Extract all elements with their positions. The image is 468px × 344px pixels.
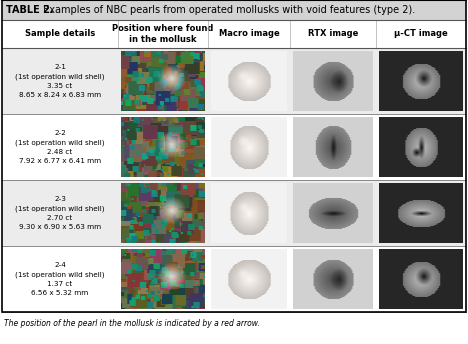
Text: Examples of NBC pearls from operated mollusks with void features (type 2).: Examples of NBC pearls from operated mol…	[40, 5, 415, 15]
Text: TABLE 2.: TABLE 2.	[6, 5, 54, 15]
Bar	[2, 246, 466, 312]
Text: 2-3
(1st operation wild shell)
2.70 ct
9.30 x 6.90 x 5.63 mm: 2-3 (1st operation wild shell) 2.70 ct 9…	[15, 196, 105, 230]
Text: 2-2
(1st operation wild shell)
2.48 ct
7.92 x 6.77 x 6.41 mm: 2-2 (1st operation wild shell) 2.48 ct 7…	[15, 130, 105, 164]
Text: Position where found
in the mollusk: Position where found in the mollusk	[112, 24, 214, 44]
Text: Macro image: Macro image	[219, 30, 279, 39]
Bar	[2, 180, 466, 246]
Text: μ-CT image: μ-CT image	[394, 30, 448, 39]
Text: The position of the pearl in the mollusk is indicated by a red arrow.: The position of the pearl in the mollusk…	[4, 319, 260, 327]
Text: RTX image: RTX image	[308, 30, 358, 39]
Bar	[2, 114, 466, 180]
Text: Sample details: Sample details	[25, 30, 95, 39]
Bar	[2, 48, 466, 114]
Bar	[2, 0, 466, 20]
Text: 2-4
(1st operation wild shell)
1.37 ct
6.56 x 5.32 mm: 2-4 (1st operation wild shell) 1.37 ct 6…	[15, 262, 105, 296]
Bar	[2, 20, 466, 48]
Text: 2-1
(1st operation wild shell)
3.35 ct
8.65 x 8.24 x 6.83 mm: 2-1 (1st operation wild shell) 3.35 ct 8…	[15, 64, 105, 98]
